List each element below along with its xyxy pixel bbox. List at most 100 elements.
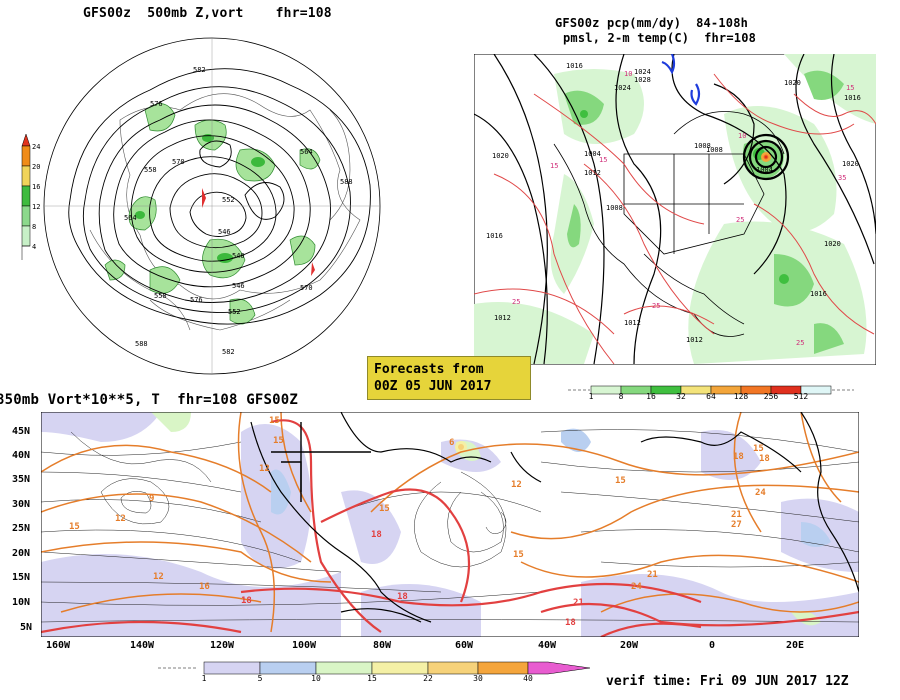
temp-label: 15 bbox=[615, 476, 626, 486]
height-label: 582 bbox=[222, 348, 235, 356]
pressure-label: 1028 bbox=[634, 76, 651, 84]
precip-panel-title-line1: GFS00z pcp(mm/dy) 84-108h bbox=[555, 16, 749, 30]
temp-label: 25 bbox=[652, 302, 661, 310]
850-colorbar: 1 5 10 15 22 30 40 bbox=[158, 660, 598, 686]
temp-label: 15 bbox=[269, 416, 280, 426]
temp-label: 15 bbox=[513, 550, 524, 560]
precip-cb-label: 512 bbox=[793, 392, 809, 401]
polar-cb-label: 4 bbox=[32, 243, 37, 251]
temp-label: 18 bbox=[565, 618, 576, 628]
temp-label: 27 bbox=[731, 520, 742, 530]
temp-label: 15 bbox=[599, 156, 608, 164]
lon-tick-label: 20E bbox=[786, 640, 805, 651]
temp-label: 6 bbox=[449, 438, 455, 448]
temp-label: 25 bbox=[512, 298, 521, 306]
temp-label: 35 bbox=[838, 174, 847, 182]
pressure-label: 1012 bbox=[584, 169, 601, 177]
temp-label: 24 bbox=[631, 582, 642, 592]
pressure-label: 1004 bbox=[584, 150, 601, 158]
precip-cb-label: 256 bbox=[763, 392, 779, 401]
height-label: 558 bbox=[144, 166, 157, 174]
polar-cb-label: 16 bbox=[32, 183, 41, 191]
polar-cb-label: 20 bbox=[32, 163, 41, 171]
temp-label: 18 bbox=[241, 596, 252, 606]
pressure-label: 1016 bbox=[844, 94, 861, 102]
height-label: 564 bbox=[300, 148, 313, 156]
height-label: 570 bbox=[300, 284, 313, 292]
pressure-label: 1004 bbox=[756, 166, 773, 174]
height-label: 558 bbox=[154, 292, 167, 300]
lon-tick-label: 140W bbox=[130, 640, 155, 651]
temp-label: 12 bbox=[259, 464, 270, 474]
temp-label: 15 bbox=[846, 84, 855, 92]
precip-panel-title-line2: pmsl, 2-m temp(C) fhr=108 bbox=[563, 31, 757, 45]
temp-label: 24 bbox=[755, 488, 766, 498]
precip-cb-label: 1 bbox=[588, 392, 594, 401]
height-label: 552 bbox=[222, 196, 235, 204]
height-label: 552 bbox=[228, 308, 241, 316]
temp-label: 12 bbox=[115, 514, 126, 524]
precip-cb-label: 8 bbox=[618, 392, 624, 401]
precip-cb-label: 64 bbox=[706, 392, 716, 401]
temp-label: 18 bbox=[733, 452, 744, 462]
850-cb-label: 10 bbox=[311, 674, 321, 683]
height-label: 588 bbox=[340, 178, 353, 186]
temp-label: 15 bbox=[550, 162, 559, 170]
temp-label: 10 bbox=[624, 70, 633, 78]
temp-label: 15 bbox=[69, 522, 80, 532]
height-label: 576 bbox=[190, 296, 203, 304]
temp-label: 10 bbox=[738, 132, 747, 140]
precip-cb-label: 32 bbox=[676, 392, 686, 401]
pressure-label: 1016 bbox=[486, 232, 503, 240]
pressure-label: 1016 bbox=[566, 62, 583, 70]
temp-label: 21 bbox=[731, 510, 742, 520]
polar-height-labels: 582 576 570 564 558 552 546 540 546 552 … bbox=[0, 0, 470, 390]
lat-tick-label: 35N bbox=[12, 474, 31, 485]
forecast-init-box: Forecasts from 00Z 05 JUN 2017 bbox=[367, 356, 531, 400]
lat-tick-label: 25N bbox=[12, 523, 31, 534]
verif-time: verif time: Fri 09 JUN 2017 12Z bbox=[606, 674, 849, 689]
lat-tick-label: 45N bbox=[12, 426, 31, 437]
pressure-label: 1020 bbox=[824, 240, 841, 248]
precip-cb-label: 128 bbox=[733, 392, 749, 401]
850mb-vort-map bbox=[41, 412, 859, 637]
temp-label: 15 bbox=[753, 444, 764, 454]
850-cb-label: 22 bbox=[423, 674, 433, 683]
850-cb-label: 30 bbox=[473, 674, 483, 683]
polar-500mb-map bbox=[43, 37, 381, 375]
temp-label: 21 bbox=[647, 570, 658, 580]
lon-tick-label: 20W bbox=[620, 640, 639, 651]
temp-label: 15 bbox=[273, 436, 284, 446]
lat-tick-label: 20N bbox=[12, 548, 31, 559]
850-colorbar-swatches bbox=[158, 661, 591, 675]
forecast-init-line1: Forecasts from bbox=[374, 362, 484, 377]
precip-colorbar: 1 8 16 32 64 128 256 512 bbox=[566, 381, 856, 405]
precip-map-labels: 1020 1016 1012 1012 1008 1008 1004 1004 … bbox=[474, 54, 876, 365]
forecast-init-line2: 00Z 05 JUN 2017 bbox=[374, 379, 492, 394]
lon-tick-label: 160W bbox=[46, 640, 71, 651]
temp-label: 12 bbox=[153, 572, 164, 582]
850-panel-title: 850mb Vort*10**5, T fhr=108 GFS00Z bbox=[0, 392, 299, 408]
850-cb-label: 5 bbox=[257, 674, 263, 683]
temp-label: 25 bbox=[736, 216, 745, 224]
temp-label: 12 bbox=[511, 480, 522, 490]
polar-colorbar-swatches bbox=[21, 133, 31, 260]
pressure-label: 1024 bbox=[614, 84, 631, 92]
pressure-label: 1024 bbox=[634, 68, 651, 76]
lat-tick-label: 10N bbox=[12, 597, 31, 608]
pressure-label: 1008 bbox=[694, 142, 711, 150]
pressure-label: 1020 bbox=[842, 160, 859, 168]
lat-tick-label: 15N bbox=[12, 572, 31, 583]
height-label: 570 bbox=[172, 158, 185, 166]
lon-tick-label: 80W bbox=[373, 640, 392, 651]
850-temp-labels: 15 15 12 12 12 16 18 21 18 18 18 15 15 1… bbox=[41, 412, 859, 637]
lon-tick-label: 60W bbox=[455, 640, 474, 651]
pressure-label: 1020 bbox=[492, 152, 509, 160]
height-label: 588 bbox=[135, 340, 148, 348]
pressure-label: 1012 bbox=[494, 314, 511, 322]
height-label: 582 bbox=[193, 66, 206, 74]
pressure-label: 1012 bbox=[686, 336, 703, 344]
pressure-label: 1020 bbox=[784, 79, 801, 87]
height-label: 576 bbox=[150, 100, 163, 108]
polar-cb-label: 24 bbox=[32, 143, 41, 151]
